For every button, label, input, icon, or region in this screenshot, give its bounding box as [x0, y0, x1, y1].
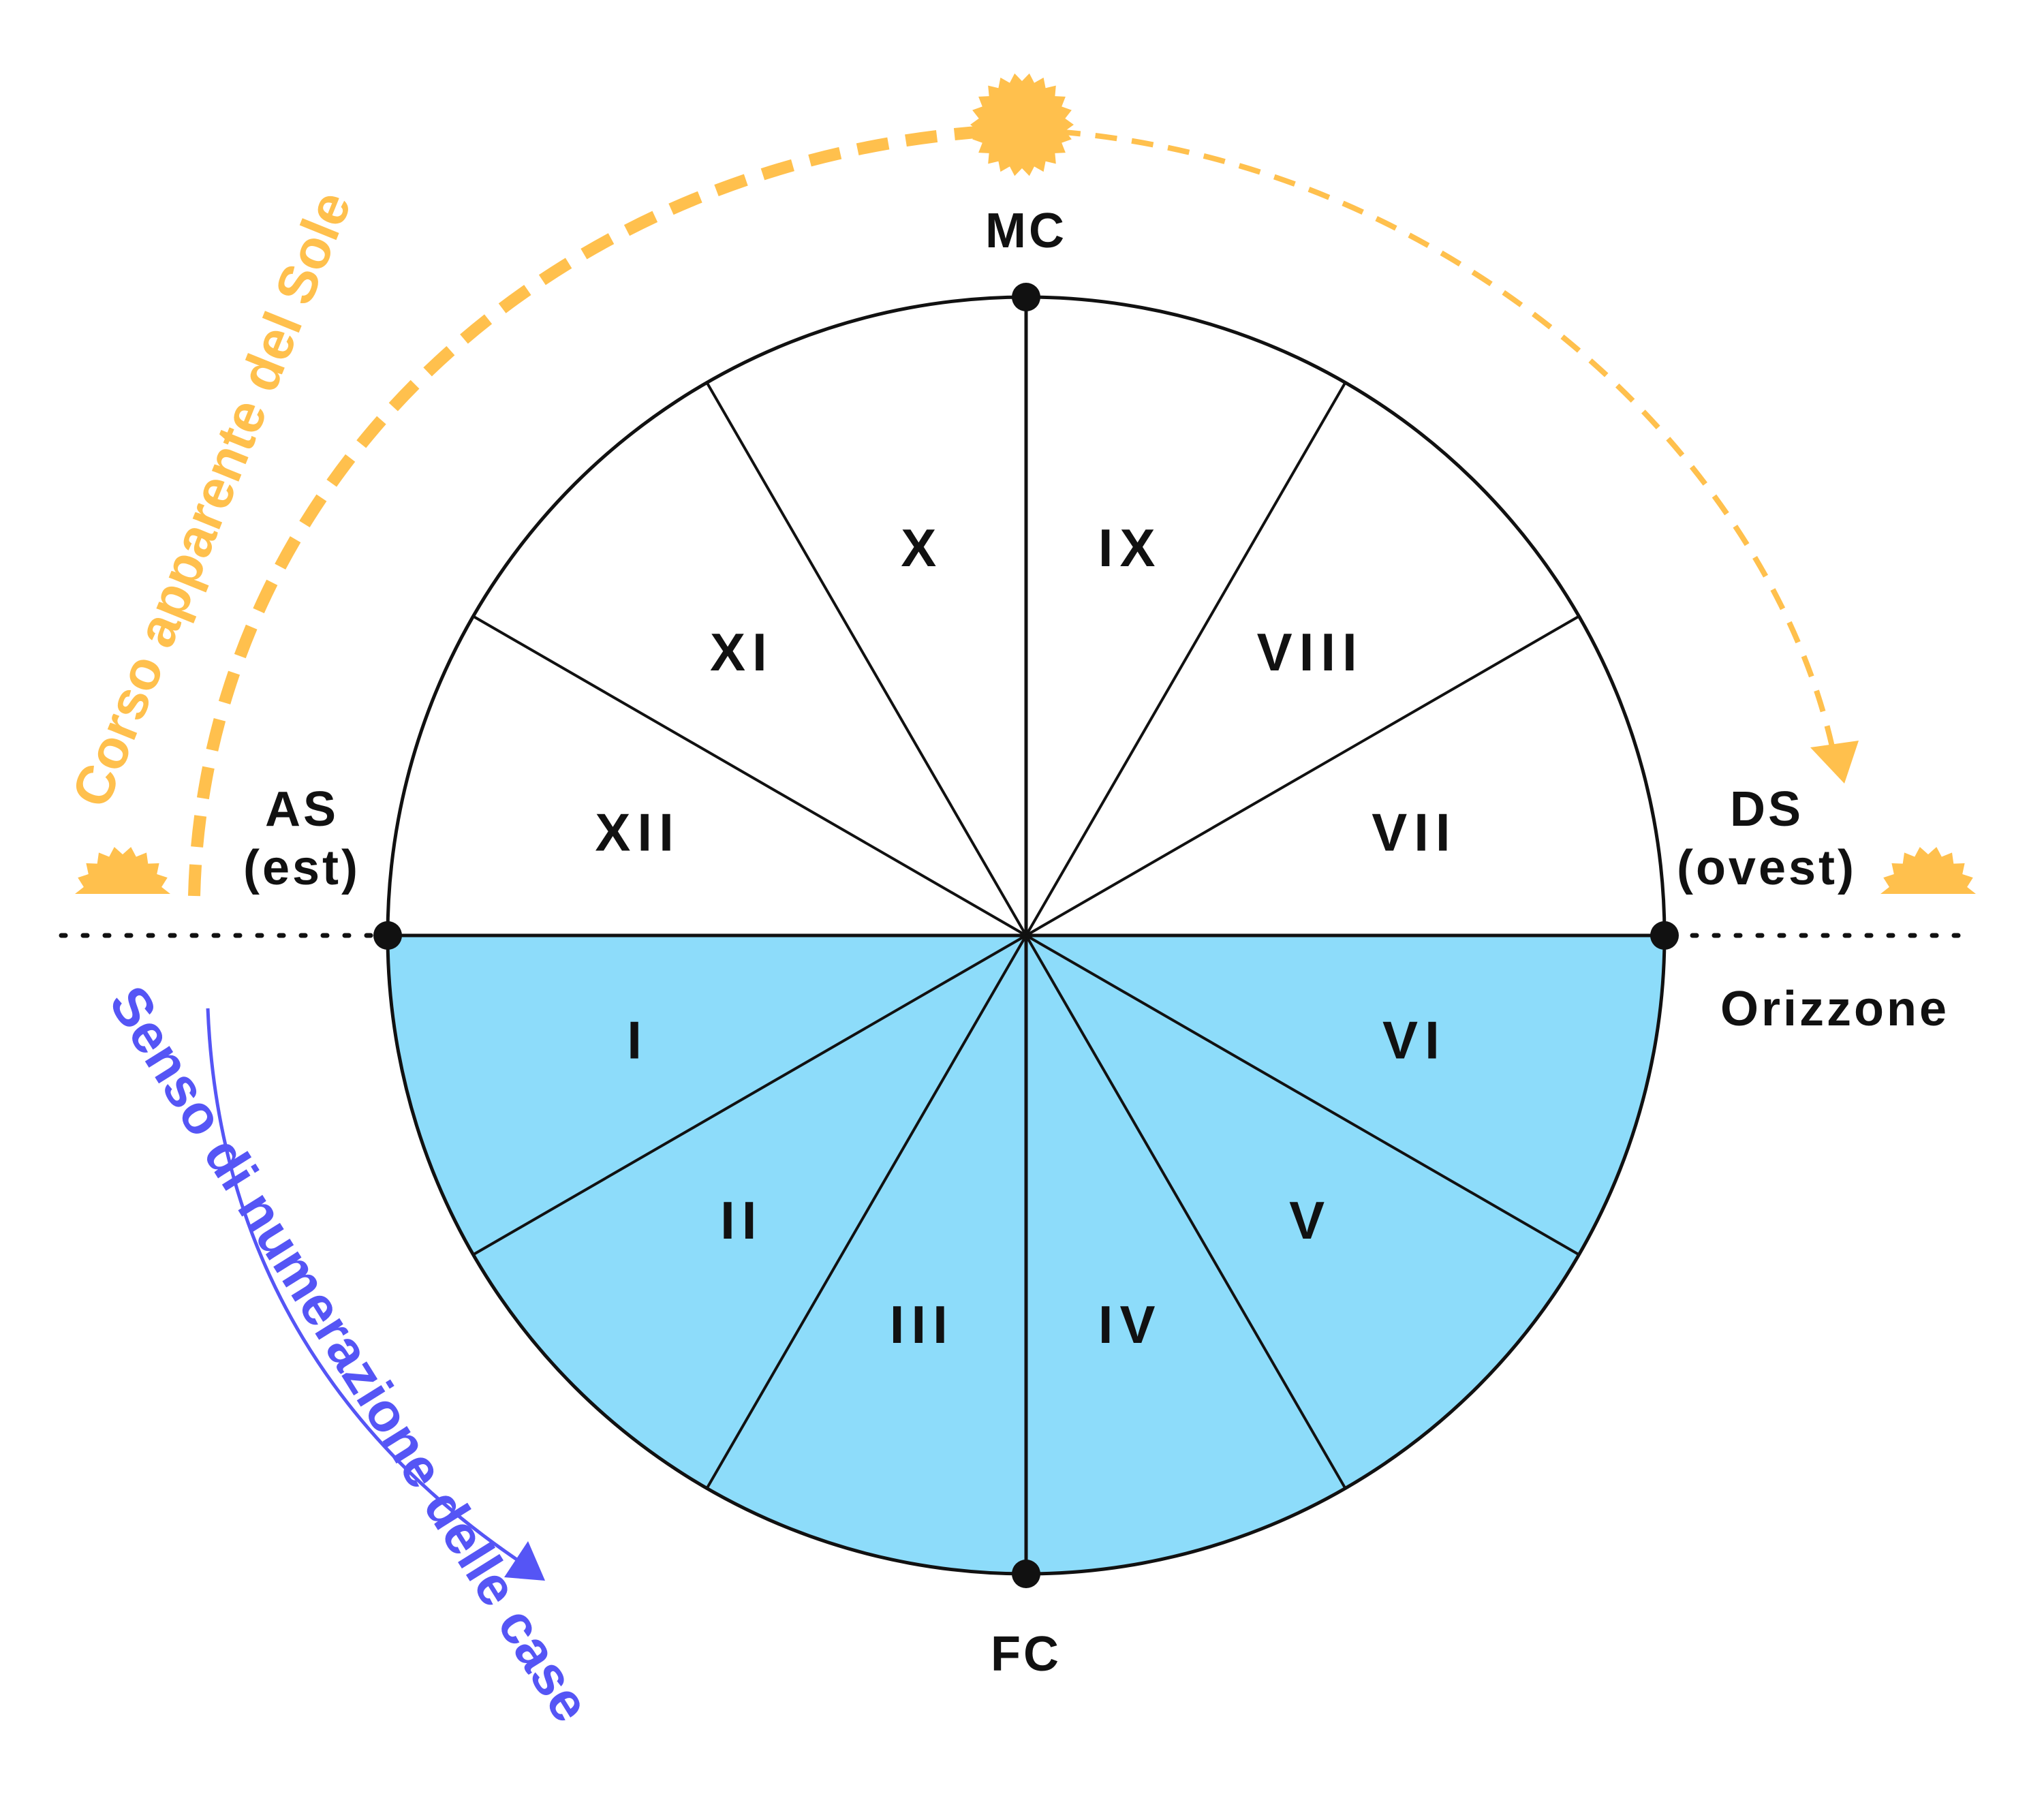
house-label-x: X	[901, 518, 943, 578]
house-divider	[1025, 935, 1347, 1489]
house-label-ix: IX	[1098, 518, 1162, 578]
house-label-iv: IV	[1098, 1295, 1162, 1354]
as-sublabel: (est)	[243, 841, 360, 895]
house-label-vi: VI	[1382, 1010, 1446, 1070]
house-label-xi: XI	[710, 622, 774, 682]
house-divider	[705, 935, 1027, 1489]
house-divider	[1025, 934, 1580, 1256]
house-label-vii: VII	[1372, 802, 1457, 862]
house-divider	[705, 382, 1027, 936]
horizon-label: Orizzone	[1720, 982, 1949, 1036]
house-label-xii: XII	[595, 802, 680, 862]
house-divider	[472, 934, 1027, 1256]
fc-label: FC	[991, 1627, 1062, 1682]
sun-icon	[970, 73, 1074, 176]
mc-label: MC	[985, 204, 1067, 258]
house-label-v: V	[1289, 1190, 1331, 1250]
ds-sublabel: (ovest)	[1677, 841, 1857, 895]
house-label-ii: II	[720, 1190, 763, 1250]
house-divider	[1025, 615, 1580, 937]
sun-path-rising	[188, 123, 1023, 897]
numbering-arrowhead	[504, 1541, 545, 1581]
house-label-iii: III	[890, 1295, 955, 1354]
ds-point	[1650, 921, 1679, 950]
house-label-i: I	[627, 1010, 649, 1070]
house-dividers	[388, 297, 1664, 1574]
mc-point	[1012, 283, 1040, 311]
as-label: AS	[265, 782, 339, 837]
as-point	[373, 921, 402, 950]
rising-sun-icon	[75, 847, 170, 894]
house-divider	[472, 615, 1027, 937]
house-divider	[1025, 382, 1347, 936]
house-label-viii: VIII	[1257, 622, 1364, 682]
numbering-direction-arrow	[206, 1008, 519, 1562]
ds-label: DS	[1730, 782, 1803, 837]
sun-path-arrowhead	[1810, 741, 1859, 784]
fc-point	[1012, 1560, 1040, 1588]
setting-sun-icon	[1880, 847, 1976, 894]
